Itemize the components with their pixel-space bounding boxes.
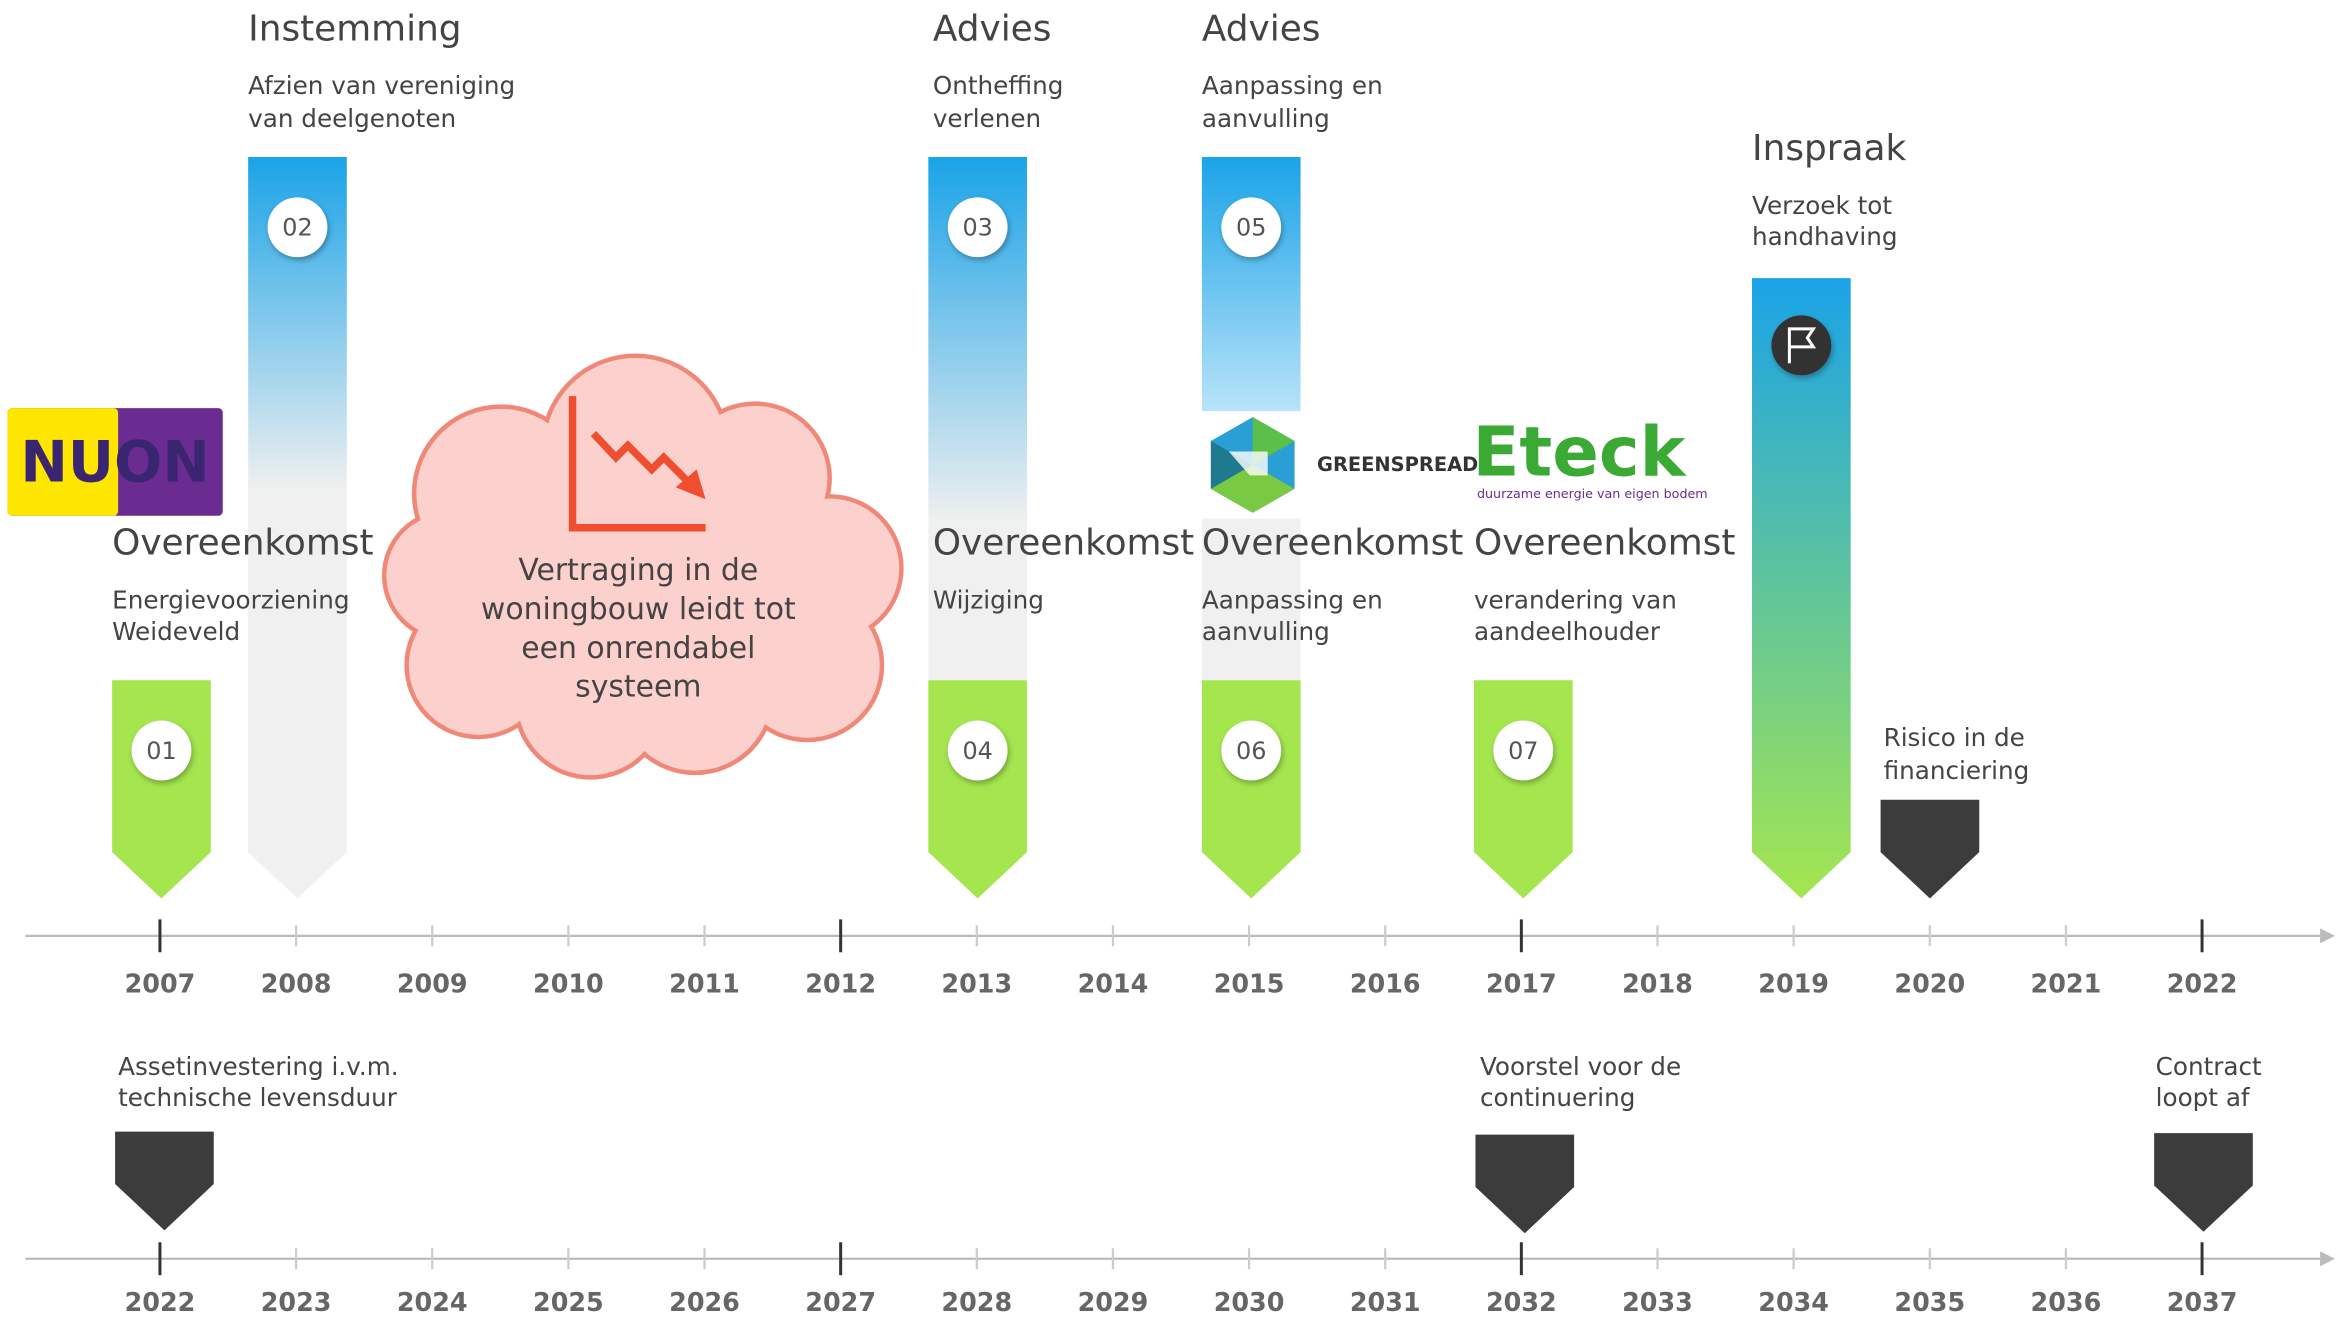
cloud-text: woningbouw leidt tot [481, 592, 796, 627]
event-arrow [1474, 680, 1573, 898]
event-text: Wijziging [933, 585, 1044, 614]
event-title: Instemming [248, 8, 461, 49]
year-label: 2035 [1894, 1287, 1965, 1317]
year-label: 2015 [1214, 969, 1285, 999]
event-text: Verzoek tot [1752, 191, 1892, 220]
event-number: 06 [1236, 737, 1266, 765]
event-text: Aanpassing en [1202, 71, 1383, 100]
year-label: 2010 [533, 969, 604, 999]
year-label: 2030 [1214, 1287, 1285, 1317]
year-label: 2037 [2167, 1287, 2238, 1317]
year-label: 2033 [1622, 1287, 1693, 1317]
axis-arrow [2320, 928, 2335, 943]
axis-arrow [2320, 1251, 2335, 1266]
year-label: 2032 [1486, 1287, 1557, 1317]
eteck-text: Eteck [1472, 412, 1687, 492]
event-text: van deelgenoten [248, 104, 456, 133]
nuon-text: NUON [20, 429, 209, 495]
event-text: Energievoorziening [112, 585, 349, 614]
risk-text: Contract [2156, 1052, 2262, 1081]
event-number: 07 [1508, 737, 1538, 765]
risk-text: Risico in de [1884, 723, 2025, 752]
event-title: Inspraak [1752, 128, 1906, 169]
year-label: 2028 [941, 1287, 1012, 1317]
event-text: aanvulling [1202, 617, 1330, 646]
year-label: 2026 [669, 1287, 740, 1317]
greenspread-text: GREENSPREAD [1317, 453, 1478, 476]
risk-marker [1475, 1135, 1574, 1234]
event-text: Ontheffing [933, 71, 1064, 100]
greenspread-logo [1211, 417, 1295, 513]
risk-marker [1881, 800, 1980, 899]
year-label: 2022 [2167, 969, 2238, 999]
event-text: handhaving [1752, 222, 1897, 251]
event-title: Overeenkomst [1474, 523, 1735, 564]
event-title: Overeenkomst [1202, 523, 1463, 564]
year-label: 2014 [1078, 969, 1149, 999]
year-label: 2011 [669, 969, 740, 999]
year-label: 2009 [397, 969, 468, 999]
year-label: 2016 [1350, 969, 1421, 999]
event-bar [1202, 157, 1301, 411]
year-label: 2020 [1894, 969, 1965, 999]
risk-marker [115, 1132, 214, 1231]
eteck-tagline: duurzame energie van eigen bodem [1477, 486, 1708, 501]
event-arrow [112, 680, 211, 898]
risk-text: Assetinvestering i.v.m. [118, 1052, 398, 1081]
year-label: 2024 [397, 1287, 468, 1317]
event-text: verlenen [933, 104, 1041, 133]
year-label: 2036 [2031, 1287, 2102, 1317]
event-arrow [1202, 680, 1301, 898]
event-number: 02 [282, 214, 312, 242]
axes: 2007 2008 2009 2010 2011 2012 2013 2014 2015 2016… [25, 919, 2335, 1317]
event-text: aanvulling [1202, 104, 1330, 133]
risk-text: Voorstel voor de [1480, 1052, 1681, 1081]
year-label: 2019 [1758, 969, 1829, 999]
year-label: 2012 [805, 969, 876, 999]
event-number: 03 [962, 214, 992, 242]
year-label: 2017 [1486, 969, 1557, 999]
event-number: 05 [1236, 214, 1266, 242]
cloud-text: systeem [575, 670, 701, 705]
event-text: Aanpassing en [1202, 585, 1383, 614]
year-label: 2021 [2031, 969, 2102, 999]
risk-text: technische levensduur [118, 1083, 398, 1112]
timeline: 01 02 03 04 05 06 07 Overeenkomst Energi… [0, 0, 2344, 1326]
year-label: 2013 [941, 969, 1012, 999]
year-label: 2027 [805, 1287, 876, 1317]
year-label: 2022 [125, 1287, 196, 1317]
year-label: 2023 [261, 1287, 332, 1317]
cloud-text: Vertraging in de [518, 553, 758, 588]
event-arrow [928, 680, 1027, 898]
year-label: 2025 [533, 1287, 604, 1317]
year-label: 2018 [1622, 969, 1693, 999]
event-number: 04 [962, 737, 992, 765]
year-label: 2008 [261, 969, 332, 999]
event-title: Overeenkomst [933, 523, 1194, 564]
event-text: Weideveld [112, 617, 240, 646]
risk-text: financiering [1884, 756, 2030, 785]
year-label: 2031 [1350, 1287, 1421, 1317]
event-title: Advies [1202, 8, 1321, 49]
cloud-text: een onrendabel [521, 631, 755, 666]
year-label: 2034 [1758, 1287, 1829, 1317]
event-text: aandeelhouder [1474, 617, 1661, 646]
event-number: 01 [146, 737, 176, 765]
event-title: Advies [933, 8, 1052, 49]
year-label: 2029 [1078, 1287, 1149, 1317]
event-title: Overeenkomst [112, 523, 373, 564]
flag-icon [1771, 315, 1831, 375]
risk-text: continuering [1480, 1083, 1635, 1112]
risk-text: loopt af [2156, 1083, 2251, 1112]
event-text: verandering van [1474, 585, 1677, 614]
event-text: Afzien van vereniging [248, 71, 515, 100]
year-label: 2007 [125, 969, 196, 999]
risk-marker [2154, 1133, 2253, 1232]
